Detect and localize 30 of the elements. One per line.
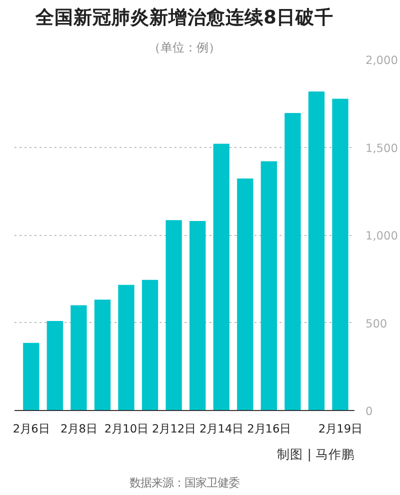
- x-tick-label: 2月8日: [60, 422, 97, 436]
- bar: [166, 220, 182, 410]
- bar: [332, 98, 348, 410]
- bar: [23, 342, 40, 410]
- y-tick-label: 1,500: [366, 140, 398, 155]
- bar: [70, 305, 87, 410]
- bar: [118, 284, 134, 410]
- x-tick-label: 2月6日: [12, 422, 50, 436]
- chart-title: 全国新冠肺炎新增治愈连续8日破千: [34, 6, 334, 28]
- bar: [237, 178, 254, 410]
- y-tick-label: 1,000: [366, 228, 398, 242]
- source-note: 数据来源：国家卫健委: [130, 476, 240, 490]
- bar: [46, 320, 64, 410]
- y-tick-label: 500: [366, 316, 388, 330]
- x-tick-label: 2月19日: [318, 422, 362, 436]
- x-tick-label: 2月16日: [247, 422, 291, 436]
- y-tick-label: 2,000: [366, 53, 398, 67]
- bar: [142, 280, 158, 410]
- bar: [260, 161, 277, 410]
- x-tick-label: 2月12日: [152, 422, 196, 436]
- x-tick-label: 2月10日: [104, 422, 148, 436]
- x-tick-label: 2月14日: [200, 422, 244, 436]
- bar: [94, 300, 111, 410]
- bar: [213, 144, 230, 410]
- y-tick-label: 0: [366, 404, 373, 418]
- bar: [284, 113, 301, 410]
- bar: [189, 220, 206, 410]
- bar: [308, 91, 325, 410]
- text: 制图 | 马作鹏: [277, 446, 354, 462]
- chart-subtitle: （单位：例）: [148, 40, 220, 54]
